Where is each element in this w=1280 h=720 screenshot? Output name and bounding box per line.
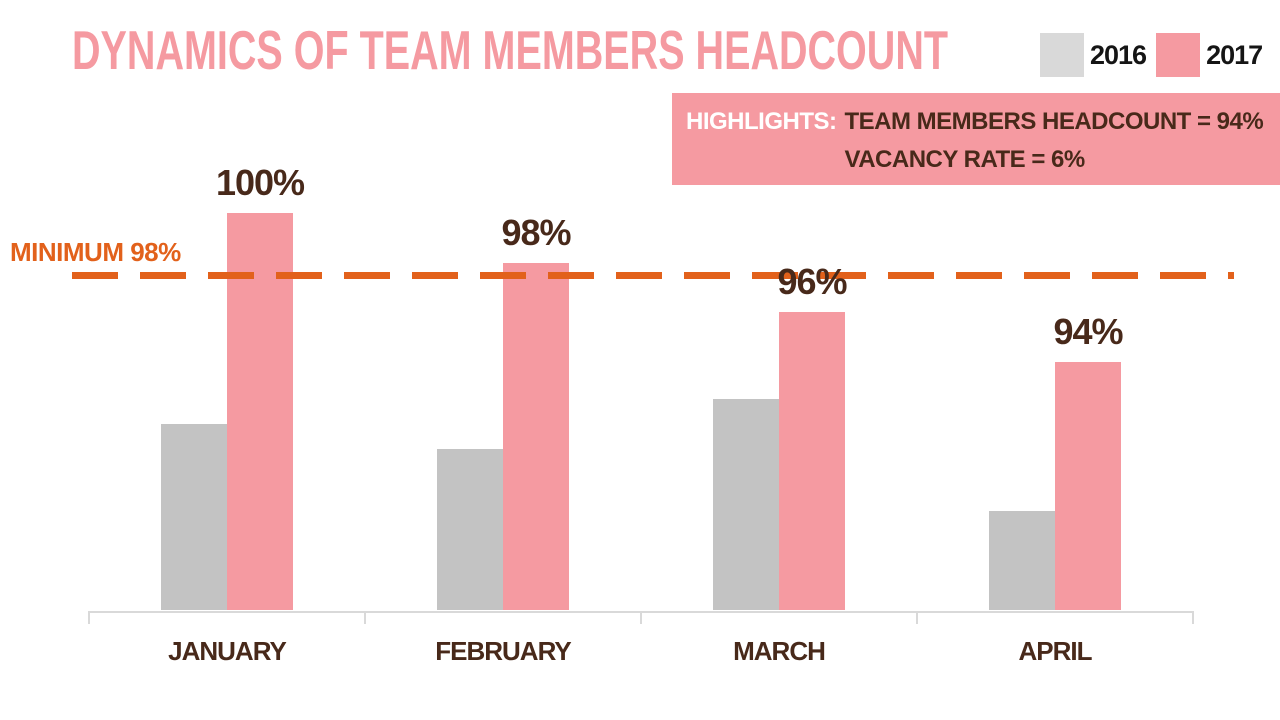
highlights-line-2: VACANCY RATE = 6%: [844, 146, 1086, 173]
legend: 2016 2017: [1040, 33, 1263, 77]
x-axis-tick: [916, 611, 918, 624]
x-axis-label-april: APRIL: [1018, 636, 1093, 666]
value-label-2017-march: 96%: [777, 261, 847, 302]
highlights-line-1: TEAM MEMBERS HEADCOUNT = 94%: [844, 108, 1264, 135]
x-axis-label-february: FEBRUARY: [435, 636, 571, 666]
bar-2017-april: [1055, 362, 1121, 610]
x-axis-tick: [364, 611, 366, 624]
bar-2016-march: [713, 399, 779, 610]
legend-swatch-2016: [1040, 33, 1084, 77]
x-axis-tick: [640, 611, 642, 624]
legend-item-2017: 2017: [1156, 33, 1263, 77]
bar-2016-april: [989, 511, 1055, 610]
bar-2016-february: [437, 449, 503, 610]
bar-2017-march: [779, 312, 845, 610]
bar-2016-january: [161, 424, 227, 610]
minimum-line-label: MINIMUM 98%: [10, 237, 181, 267]
legend-swatch-2017: [1156, 33, 1201, 77]
legend-label-2017: 2017: [1206, 39, 1263, 70]
x-axis-tick: [88, 611, 90, 624]
highlights-box: HIGHLIGHTS: TEAM MEMBERS HEADCOUNT = 94%…: [672, 93, 1280, 185]
minimum-dashed-line: [72, 272, 1234, 279]
value-label-2017-january: 100%: [215, 162, 305, 203]
legend-label-2016: 2016: [1090, 39, 1147, 70]
value-label-2017-february: 98%: [501, 212, 571, 253]
chart-title: DYNAMICS OF TEAM MEMBERS HEADCOUNT: [72, 20, 949, 82]
bar-2017-february: [503, 263, 569, 610]
x-axis-label-march: MARCH: [733, 636, 826, 666]
bar-2017-january: [227, 213, 293, 610]
value-label-2017-april: 94%: [1053, 311, 1123, 352]
x-axis-label-january: JANUARY: [168, 636, 287, 666]
x-axis-tick: [1192, 611, 1194, 624]
highlights-label: HIGHLIGHTS:: [686, 108, 837, 135]
legend-item-2016: 2016: [1040, 33, 1147, 77]
highlights-lines: TEAM MEMBERS HEADCOUNT = 94% VACANCY RAT…: [845, 103, 1264, 185]
